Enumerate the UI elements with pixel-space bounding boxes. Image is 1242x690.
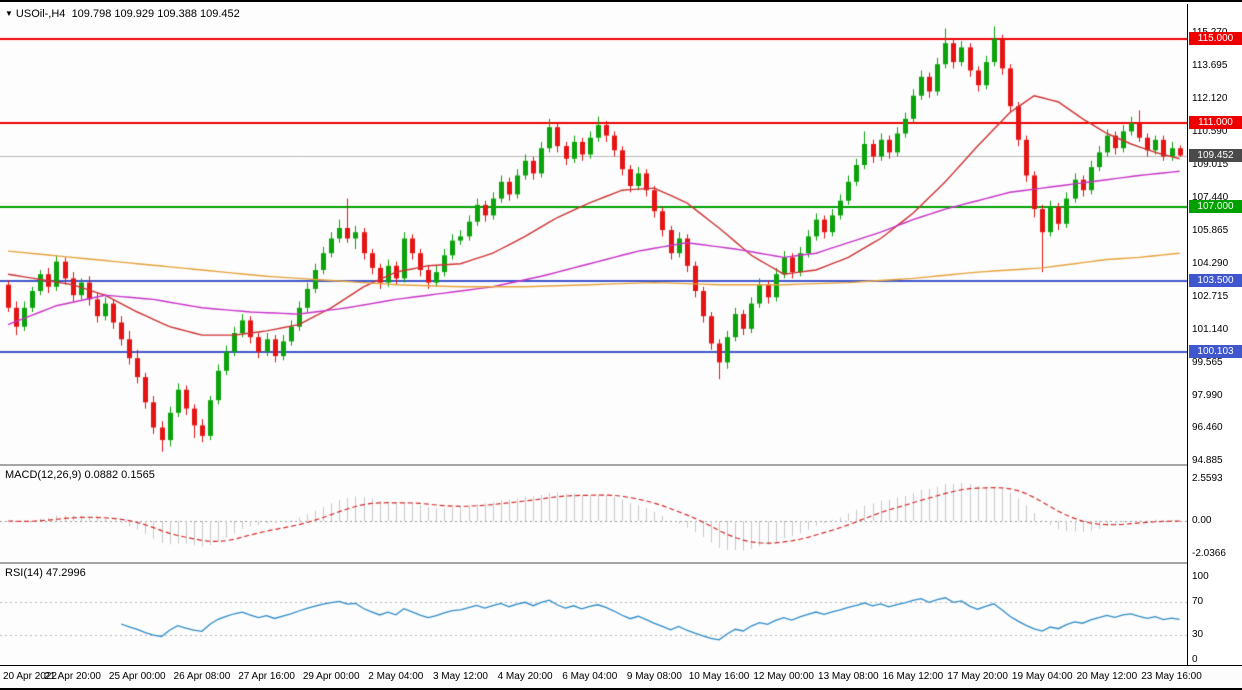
price-level-box-support-103-500: 103.500 [1189, 273, 1242, 287]
time-axis[interactable]: 20 Apr 2022 21 Apr 20:00 25 Apr 00:00 26 Ap… [0, 665, 1242, 688]
price-scale-label: 96.460 [1192, 422, 1223, 434]
price-scale-label: 110.590 [1192, 125, 1228, 137]
rsi-chart-canvas[interactable] [0, 564, 1187, 665]
rsi-scale-label: 30 [1192, 629, 1204, 641]
symbol-ohlc-label: ▼ USOil-,H4 109.798 109.929 109.388 109.4… [5, 8, 240, 20]
rsi-label: RSI(14) 47.2996 [5, 567, 86, 579]
rsi-value: 47.2996 [45, 567, 86, 579]
price-level-box-resistance-115: 115.000 [1189, 32, 1242, 45]
time-axis-label: 21 Apr 20:00 [44, 671, 101, 682]
price-scale-label: 101.140 [1192, 324, 1229, 336]
price-scale-label: 107.440 [1192, 191, 1229, 203]
price-scale-label: 109.015 [1192, 158, 1229, 170]
rsi-pane: RSI(14) 47.2996 [0, 564, 1187, 665]
price-scale[interactable]: 115.270113.695112.120110.590109.015107.4… [1187, 4, 1242, 665]
time-axis-label: 4 May 20:00 [497, 671, 553, 682]
time-axis-label: 9 May 08:00 [626, 671, 682, 682]
time-axis-label: 6 May 04:00 [562, 671, 618, 682]
price-scale-label: 97.990 [1192, 390, 1223, 402]
time-axis-label: 10 May 16:00 [688, 671, 750, 682]
ohlc-text: 109.798 109.929 109.388 109.452 [71, 8, 240, 20]
collapse-arrow-icon[interactable]: ▼ [5, 9, 13, 18]
time-axis-label: 16 May 12:00 [882, 671, 944, 682]
macd-chart-canvas[interactable] [0, 466, 1187, 562]
price-pane: ▼ USOil-,H4 109.798 109.929 109.388 109.4… [0, 4, 1187, 464]
time-axis-label: 12 May 00:00 [753, 671, 814, 682]
time-axis-label: 26 Apr 08:00 [173, 671, 231, 682]
time-axis-label: 27 Apr 16:00 [238, 671, 295, 682]
macd-scale-label: 0.00 [1192, 515, 1212, 526]
macd-pane: MACD(12,26,9) 0.0882 0.1565 [0, 466, 1187, 562]
price-scale-label: 102.715 [1192, 290, 1229, 302]
price-scale-label: 94.885 [1192, 455, 1223, 467]
price-scale-label: 112.120 [1192, 93, 1228, 105]
price-chart-canvas[interactable] [0, 4, 1187, 464]
time-axis-label: 29 Apr 00:00 [302, 671, 360, 682]
price-scale-label: 99.565 [1192, 357, 1223, 369]
rsi-scale-label: 70 [1192, 595, 1204, 607]
rsi-scale-label: 0 [1192, 654, 1198, 665]
macd-label: MACD(12,26,9) 0.0882 0.1565 [5, 469, 155, 481]
time-axis-label: 13 May 08:00 [818, 671, 879, 682]
time-axis-label: 3 May 12:00 [432, 671, 488, 682]
time-axis-label: 2 May 04:00 [368, 671, 424, 682]
rsi-scale-label: 100 [1192, 571, 1209, 582]
price-scale-label: 105.865 [1192, 224, 1229, 236]
time-axis-label: 17 May 20:00 [947, 671, 1008, 682]
price-scale-label: 113.695 [1192, 60, 1228, 72]
time-axis-label: 20 May 12:00 [1076, 671, 1138, 682]
pane-separator[interactable] [0, 562, 1242, 564]
time-axis-label: 25 Apr 00:00 [108, 671, 166, 682]
symbol-period-text: USOil-,H4 [15, 8, 66, 20]
macd-values: 0.0882 0.1565 [84, 469, 155, 481]
price-scale-label: 104.290 [1192, 257, 1229, 269]
time-axis-label: 19 May 04:00 [1011, 671, 1073, 682]
price-level-box-support-107: 107.000 [1189, 200, 1242, 213]
macd-scale-label: -2.0366 [1192, 548, 1226, 560]
price-level-box-support-100-103: 100.103 [1189, 344, 1242, 358]
time-axis-label: 23 May 16:00 [1141, 671, 1202, 682]
price-level-box-resistance-111: 111.000 [1189, 116, 1242, 129]
macd-scale-label: 2.5593 [1192, 473, 1223, 484]
time-axis-label: 20 Apr 2022 [3, 671, 57, 682]
price-level-box-bid-price: 109.452 [1189, 148, 1242, 162]
pane-separator[interactable] [0, 464, 1242, 466]
